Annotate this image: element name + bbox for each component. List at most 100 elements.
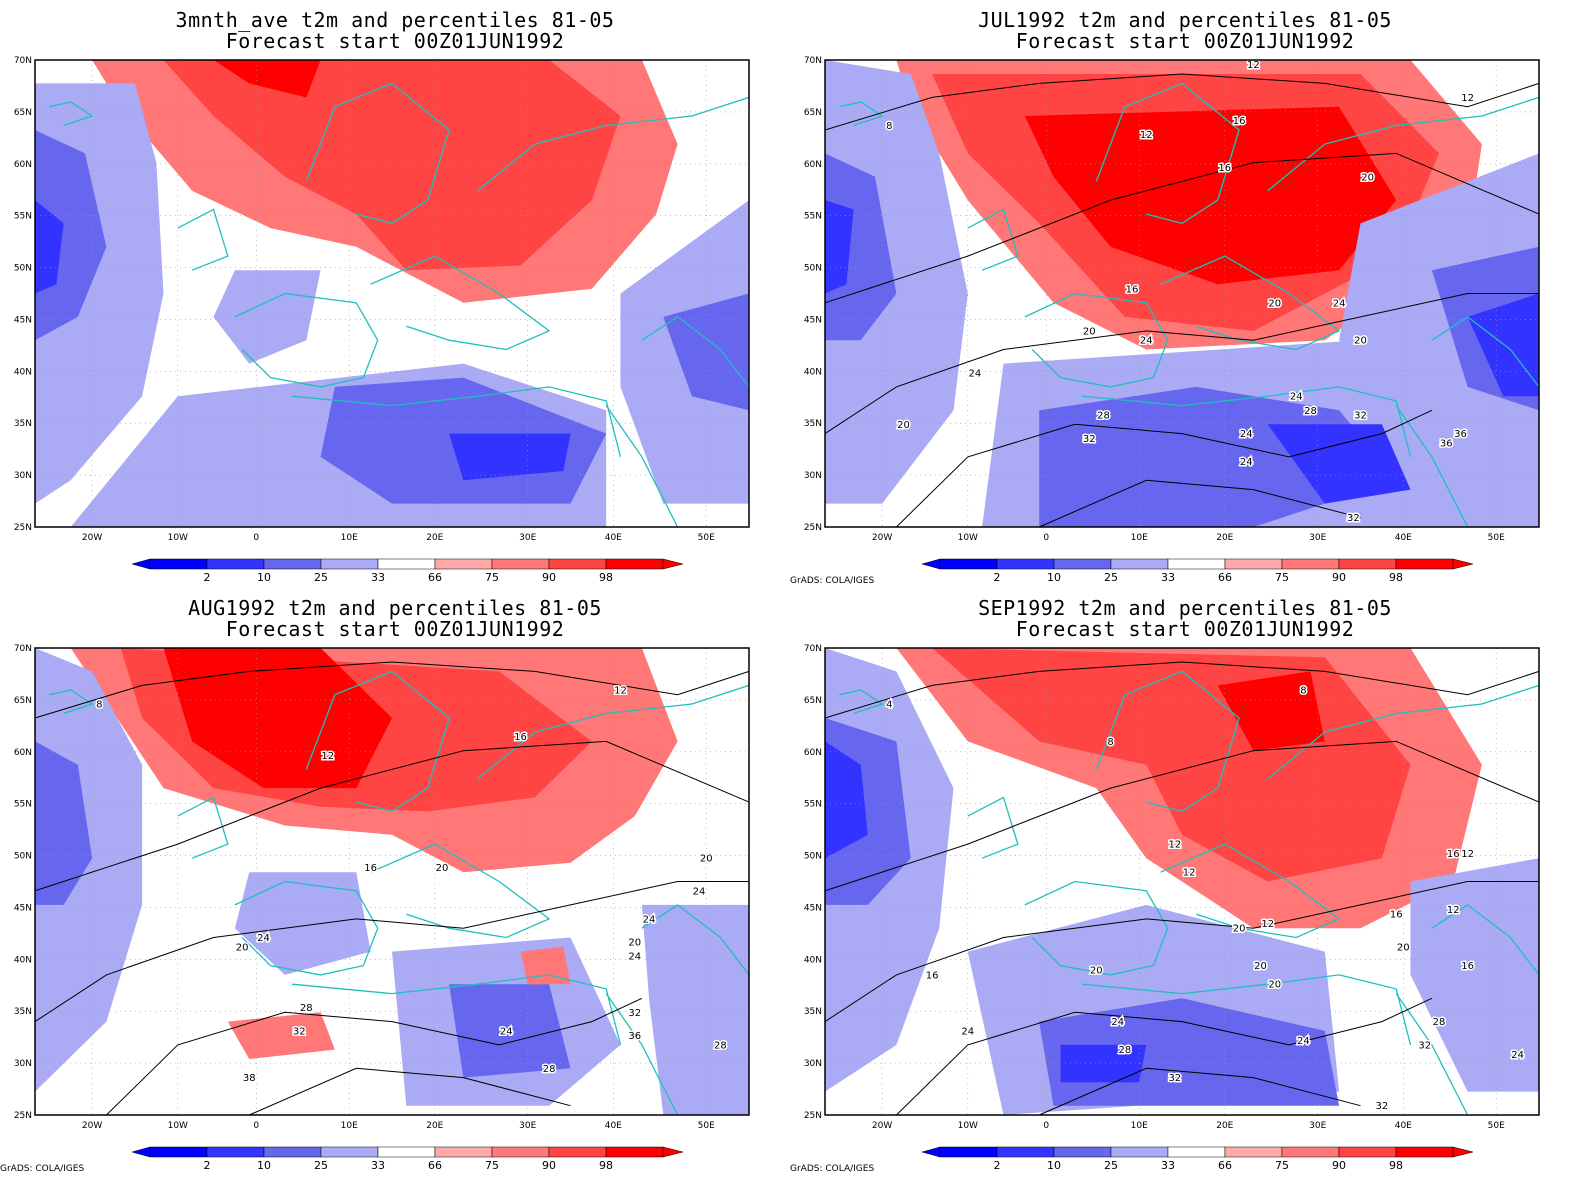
colorbar-arrow-right [662,1146,684,1158]
panel-subtitle: Forecast start 00Z01JUN1992 [1015,29,1355,53]
contour-label: 36 [628,1031,641,1042]
lon-tick-label: 30E [1309,533,1326,543]
coastline [49,101,94,127]
coastline [234,292,379,388]
colorbar-swatch [377,558,436,570]
lon-tick-label: 10E [341,533,358,543]
contour-label: 28 [714,1040,727,1051]
percentile-region [825,741,868,859]
coastline [839,101,884,127]
coastline [291,974,622,1046]
colorbar-label: 2 [204,1159,211,1172]
lon-tick-label: 50E [1488,1121,1505,1131]
lon-tick-label: 20W [82,533,102,543]
lat-tick-label: 70N [804,56,822,66]
contour-label: 28 [1304,406,1317,417]
percentile-region [520,946,571,985]
lon-tick-label: 20E [426,1121,443,1131]
lat-tick-label: 65N [804,108,822,118]
isotherm-contour [34,661,750,719]
contour-label: 4 [886,700,892,711]
percentile-region [213,270,321,364]
lat-tick-label: 60N [804,160,822,170]
contour-label: 28 [1433,1017,1446,1028]
colorbar-swatch [548,558,607,570]
colorbar-swatch [1110,1146,1169,1158]
contour-label: 16 [1447,849,1460,860]
contour-label: 24 [1140,336,1153,347]
colorbar-swatch [1395,558,1454,570]
percentile-region [163,648,392,789]
colorbar-label: 75 [1275,571,1289,584]
isotherm-contour [249,1067,571,1116]
isotherm-contour [824,740,1540,892]
lat-tick-label: 50N [804,264,822,274]
contour-label: 36 [1440,438,1453,449]
lon-tick-label: 10W [958,533,978,543]
contour-label: 28 [543,1064,556,1075]
contour-label: 12 [1461,849,1474,860]
lon-tick-label: 30E [1309,1121,1326,1131]
isotherm-contour [824,152,1540,304]
percentile-region [35,741,93,905]
colorbar-label: 66 [1218,1159,1232,1172]
colorbar-swatch [149,1146,208,1158]
colorbar-swatch [996,1146,1055,1158]
colorbar-label: 33 [1161,571,1175,584]
contour-label: 32 [1418,1040,1431,1051]
contour-label: 32 [1083,434,1096,445]
lon-tick-label: 40E [1395,533,1412,543]
contour-label: 32 [1169,1073,1182,1084]
map-plot: 70N 65N 60N 55N 50N 45N 40N 35N 30N 25N 20W 10W 0 10E… [14,56,750,584]
colorbar-label: 2 [994,571,1001,584]
contour-label: 24 [1240,429,1253,440]
lat-tick-label: 45N [14,903,32,913]
isotherm-contour [896,409,1433,528]
lon-tick-label: 40E [605,533,622,543]
percentile-region [641,904,749,1115]
colorbar-swatch [1338,1146,1397,1158]
percentile-region [825,153,897,341]
percentile-region [449,433,571,481]
colorbar-label: 66 [1218,571,1232,584]
lon-tick-label: 20W [872,1121,892,1131]
lat-tick-label: 65N [804,696,822,706]
lat-tick-label: 65N [14,108,32,118]
contour-label: 24 [693,886,706,897]
lat-tick-label: 60N [14,160,32,170]
percentile-region [1060,1044,1147,1083]
contour-label: 24 [257,933,270,944]
contour-label: 32 [293,1026,306,1037]
colorbar-label: 75 [485,1159,499,1172]
percentile-region [163,60,621,271]
contour-label: 12 [1447,905,1460,916]
colorbar: 2 10 25 33 66 75 90 98 [131,558,684,584]
colorbar-swatch [548,1146,607,1158]
contour-label: 32 [1376,1101,1389,1112]
coastline [291,386,622,458]
percentile-region [213,60,321,98]
coastline [1160,255,1341,351]
panel-subtitle: Forecast start 00Z01JUN1992 [225,617,565,641]
contour-label: 12 [1140,130,1153,141]
colorbar-arrow-right [1452,558,1474,570]
contour-label: 12 [1461,93,1474,104]
contour-label: 32 [1347,513,1360,524]
colorbar: 2 10 25 33 66 75 90 98 [921,1146,1474,1172]
colorbar-label: 33 [371,1159,385,1172]
coastline [305,670,450,813]
percentile-region [449,984,571,1078]
colorbar-swatch [1224,1146,1283,1158]
percentile-region [227,1012,335,1059]
colorbar-arrow-left [131,558,151,570]
colorbar-swatch [377,1146,436,1158]
lat-tick-label: 30N [804,471,822,481]
lon-tick-label: 10E [341,1121,358,1131]
isotherm-contour [1039,479,1361,528]
lat-tick-label: 40N [804,955,822,965]
colorbar-swatch [605,1146,664,1158]
isotherm-contour [896,997,1433,1116]
contour-label: 20 [1268,298,1281,309]
coastline [1095,670,1240,813]
